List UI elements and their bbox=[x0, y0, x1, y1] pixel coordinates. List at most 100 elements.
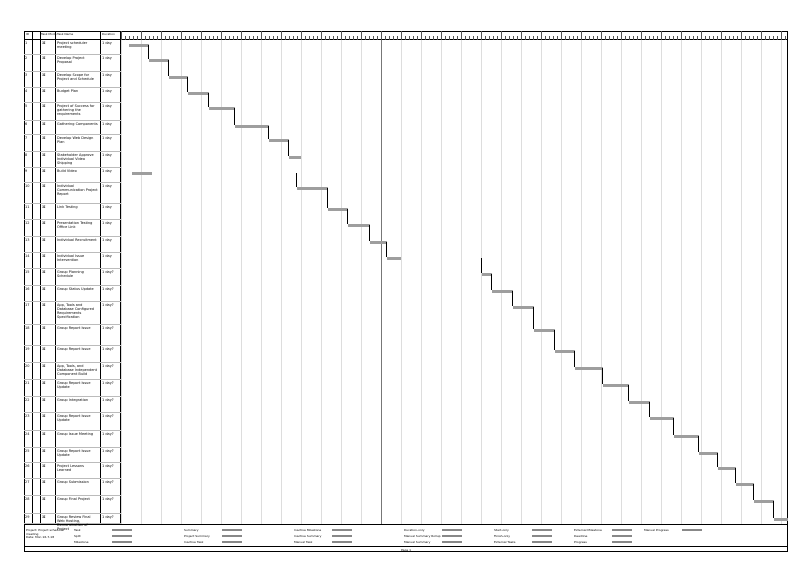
table-row[interactable]: 8 ⌘ Stakeholder Approve Individual Video S… bbox=[24, 152, 121, 168]
today-line bbox=[381, 40, 382, 524]
task-bar[interactable] bbox=[269, 139, 289, 142]
timescale-tick bbox=[733, 36, 734, 40]
task-bar[interactable] bbox=[132, 172, 152, 175]
dependency-link bbox=[168, 60, 169, 76]
task-bar[interactable] bbox=[754, 500, 774, 503]
timescale bbox=[121, 31, 788, 40]
legend-label: Milestone bbox=[74, 540, 89, 544]
header-duration: Duration bbox=[102, 32, 116, 36]
table-row[interactable]: 13 ⌘ Individual Recruitment 1 day bbox=[24, 237, 121, 253]
legend-swatch bbox=[682, 529, 702, 531]
timescale-tick bbox=[137, 36, 138, 40]
task-bar[interactable] bbox=[370, 241, 387, 244]
table-row[interactable]: 26 ⌘ Project Lessons Learned 1 day? bbox=[24, 463, 121, 479]
table-row[interactable]: 4 ⌘ Budget Plan 1 day bbox=[24, 88, 121, 103]
table-row[interactable]: 11 ⌘ Link Testing 1 day bbox=[24, 204, 121, 220]
table-row[interactable]: 17 ⌘ App, Tools and Database Configured Re… bbox=[24, 302, 121, 325]
timescale-tick bbox=[389, 36, 390, 40]
table-row[interactable]: 14 ⌘ Individual Issue Intervention 1 day bbox=[24, 253, 121, 269]
legend-label: Duration-only bbox=[404, 528, 425, 532]
task-bar[interactable] bbox=[513, 306, 534, 309]
table-row[interactable]: 20 ⌘ App, Tools, and Database Independent … bbox=[24, 363, 121, 380]
table-row[interactable]: 21 ⌘ Group Report Issue Update 1 day? bbox=[24, 380, 121, 397]
legend-label: Inactive Milestone bbox=[294, 528, 322, 532]
task-mode-icon: ⌘ bbox=[42, 515, 46, 519]
legend-swatch bbox=[532, 529, 552, 531]
task-bar[interactable] bbox=[774, 518, 788, 521]
task-bar[interactable] bbox=[492, 290, 513, 293]
task-id: 24 bbox=[25, 432, 30, 436]
table-row[interactable]: 19 ⌘ Group Report Issue 1 day? bbox=[24, 346, 121, 363]
task-bar[interactable] bbox=[718, 467, 736, 470]
task-bar[interactable] bbox=[736, 483, 754, 486]
table-row[interactable]: 6 ⌘ Gathering Components 1 day bbox=[24, 121, 121, 135]
timescale-tick bbox=[253, 36, 254, 40]
task-bar[interactable] bbox=[169, 76, 188, 79]
table-row[interactable]: 16 ⌘ Group Status Update 1 day? bbox=[24, 286, 121, 302]
task-bar[interactable] bbox=[149, 59, 169, 62]
task-bar[interactable] bbox=[188, 92, 209, 95]
week-gridline bbox=[621, 40, 622, 524]
task-name: Project Lessons Learned bbox=[57, 464, 84, 472]
table-row[interactable]: 10 ⌘ Individual Communication Project Repo… bbox=[24, 183, 121, 204]
table-row[interactable]: 28 ⌘ Group Final Project 1 day? bbox=[24, 496, 121, 514]
task-mode-icon: ⌘ bbox=[42, 414, 46, 418]
task-duration: 1 day? bbox=[102, 364, 114, 368]
dependency-link bbox=[386, 242, 387, 257]
table-row[interactable]: 1 ⌘ Project scheduler meeting 1 day bbox=[24, 40, 121, 55]
table-row[interactable]: 29 ⌘ Group Review Final Web Hosting, Demon… bbox=[24, 514, 121, 531]
timescale-tick bbox=[373, 36, 374, 40]
week-gridline bbox=[641, 40, 642, 524]
task-id: 1 bbox=[25, 41, 28, 45]
task-mode-icon: ⌘ bbox=[42, 432, 46, 436]
task-bar[interactable] bbox=[235, 125, 269, 128]
table-row[interactable]: 5 ⌘ Project of Success for gathering the r… bbox=[24, 103, 121, 121]
table-row[interactable]: 24 ⌘ Group Issue Meeting 1 day? bbox=[24, 431, 121, 448]
task-bar[interactable] bbox=[328, 208, 348, 211]
table-row[interactable]: 25 ⌘ Group Report Issue Update 1 day? bbox=[24, 448, 121, 463]
timescale-tick bbox=[425, 36, 426, 40]
task-bar[interactable] bbox=[699, 452, 718, 455]
task-bar[interactable] bbox=[297, 187, 328, 190]
task-bar[interactable] bbox=[534, 329, 555, 332]
table-row[interactable]: 23 ⌘ Group Report Issue Update 1 day? bbox=[24, 413, 121, 431]
table-row[interactable]: 3 ⌘ Develop Scope for Project and Schedule… bbox=[24, 72, 121, 88]
timescale-tick bbox=[657, 36, 658, 40]
timescale-tick bbox=[489, 36, 490, 40]
task-bar[interactable] bbox=[289, 156, 301, 159]
task-bar[interactable] bbox=[629, 401, 650, 404]
task-mode-icon: ⌘ bbox=[42, 449, 46, 453]
task-bar[interactable] bbox=[482, 273, 492, 276]
week-gridline bbox=[221, 40, 222, 524]
task-bar[interactable] bbox=[387, 257, 401, 260]
task-duration: 1 day? bbox=[102, 326, 114, 330]
task-bar[interactable] bbox=[650, 417, 674, 420]
timescale-tick bbox=[605, 36, 606, 40]
table-row[interactable]: 12 ⌘ Presentation Testing Office Link 1 day bbox=[24, 220, 121, 237]
table-row[interactable]: 18 ⌘ Group Report Issue 1 day? bbox=[24, 325, 121, 346]
task-mode-icon: ⌘ bbox=[42, 136, 46, 140]
task-id: 21 bbox=[25, 381, 30, 385]
project-info: Project: Project scheduler meeting bbox=[26, 528, 65, 536]
timescale-tick bbox=[149, 36, 150, 40]
task-bar[interactable] bbox=[603, 384, 629, 387]
legend-label: Task bbox=[74, 528, 81, 532]
timescale-tick bbox=[717, 36, 718, 40]
task-bar[interactable] bbox=[555, 350, 575, 353]
table-row[interactable]: 27 ⌘ Group Submission 1 day? bbox=[24, 479, 121, 496]
task-bar[interactable] bbox=[674, 435, 699, 438]
table-row[interactable]: 2 ⌘ Develop Project Proposal 1 day bbox=[24, 55, 121, 72]
table-row[interactable]: 15 ⌘ Group Planning Schedule 1 day? bbox=[24, 269, 121, 286]
task-bar[interactable] bbox=[129, 44, 149, 47]
task-bar[interactable] bbox=[209, 107, 235, 110]
task-bar[interactable] bbox=[575, 367, 603, 370]
timescale-tick bbox=[701, 31, 702, 40]
table-row[interactable]: 9 ⌘ Build Video 1 day bbox=[24, 168, 121, 183]
timescale-tick bbox=[381, 31, 382, 40]
timescale-tick bbox=[609, 36, 610, 40]
task-bar[interactable] bbox=[348, 224, 370, 227]
week-gridline bbox=[481, 40, 482, 524]
table-row[interactable]: 7 ⌘ Develop Web Design Plan 1 day bbox=[24, 135, 121, 152]
timescale-tick bbox=[181, 31, 182, 40]
table-row[interactable]: 22 ⌘ Group Integration 1 day? bbox=[24, 397, 121, 413]
